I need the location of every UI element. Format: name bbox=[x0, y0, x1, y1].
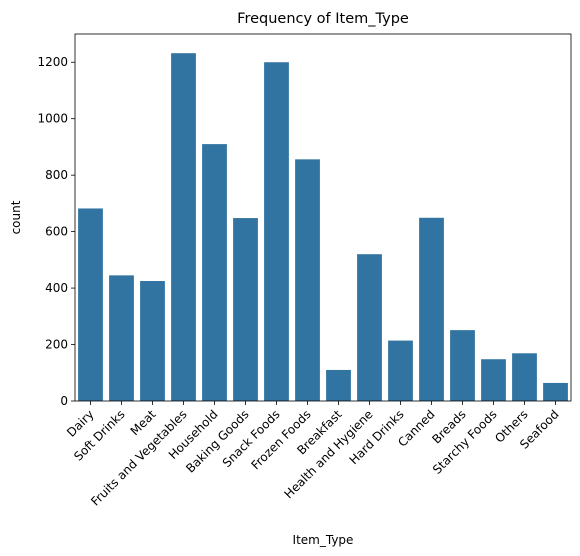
bars-group bbox=[78, 53, 568, 401]
y-tick-label: 400 bbox=[45, 281, 68, 295]
bar bbox=[171, 53, 196, 401]
chart-title: Frequency of Item_Type bbox=[237, 11, 409, 27]
y-tick-label: 0 bbox=[60, 394, 68, 408]
x-axis-label: Item_Type bbox=[293, 533, 354, 547]
bar bbox=[202, 144, 227, 401]
y-tick-label: 1200 bbox=[37, 55, 68, 69]
bar bbox=[140, 281, 165, 401]
y-tick-label: 200 bbox=[45, 338, 68, 352]
bar bbox=[450, 330, 475, 401]
bar bbox=[512, 353, 537, 401]
bar bbox=[419, 217, 444, 401]
y-tick-label: 1000 bbox=[37, 112, 68, 126]
bar bbox=[481, 359, 506, 401]
bar bbox=[326, 369, 351, 401]
bar bbox=[543, 382, 568, 401]
bar bbox=[233, 218, 258, 401]
bar bbox=[78, 208, 103, 401]
y-axis-label: count bbox=[9, 200, 23, 234]
plot-frame bbox=[74, 33, 572, 402]
y-axis-ticks: 0 200 400 600 800 1000 1200 bbox=[37, 55, 75, 408]
bar bbox=[357, 254, 382, 401]
bar bbox=[388, 340, 413, 401]
y-tick-label: 600 bbox=[45, 225, 68, 239]
bar bbox=[295, 159, 320, 401]
y-tick-label: 800 bbox=[45, 168, 68, 182]
bar bbox=[264, 62, 289, 401]
bar bbox=[109, 275, 134, 401]
